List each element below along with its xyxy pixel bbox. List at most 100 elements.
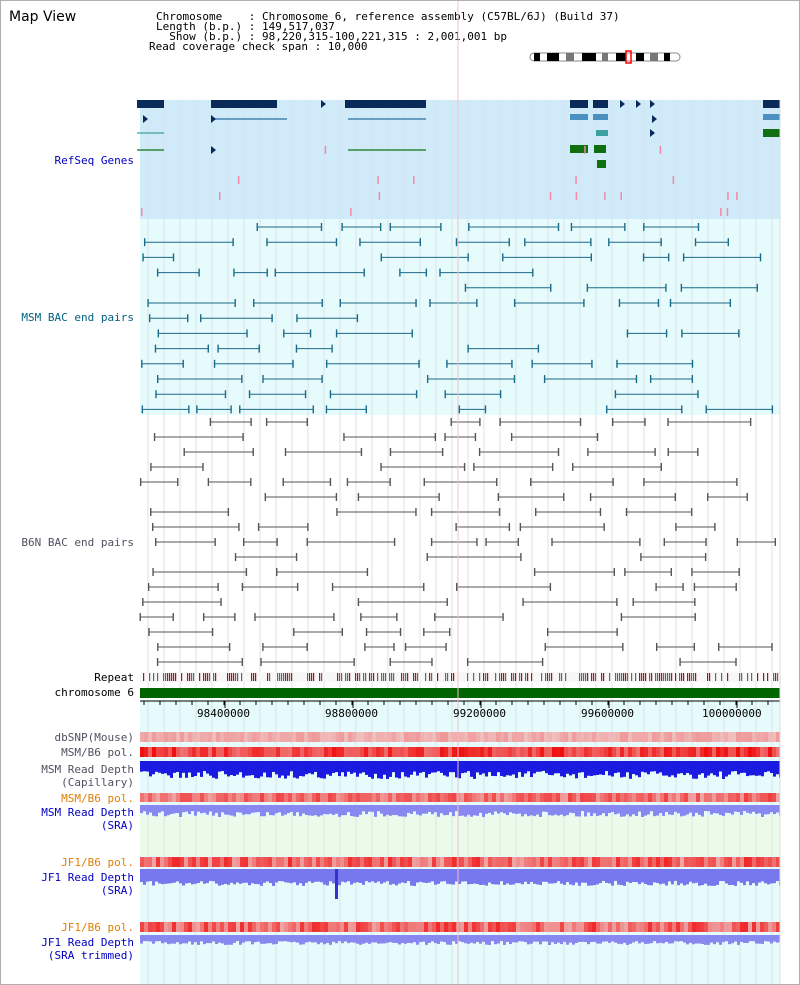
heatmap-cell [472,793,476,802]
heatmap-cell [768,732,772,742]
read-depth-bar [719,869,722,882]
read-depth-bar [728,761,731,775]
heatmap-cell [356,747,360,757]
read-depth-bar [278,935,281,942]
repeat-element [649,673,651,681]
read-depth-bar [380,761,383,779]
heatmap-cell [220,793,224,802]
chromosome-bar [140,688,780,698]
read-depth-bar [623,761,626,777]
heatmap-cell [468,857,472,867]
heatmap-cell [452,793,456,802]
heatmap-cell [628,747,632,757]
read-depth-bar [722,869,725,882]
heatmap-cell [276,793,280,802]
jf1-b6-pol-trimmed-label[interactable]: JF1/B6 pol. [61,921,134,934]
msm-b6-pol-label[interactable]: MSM/B6 pol. [61,746,134,759]
heatmap-cell [452,732,456,742]
read-depth-bar [476,869,479,884]
read-depth-bar [626,761,629,773]
heatmap-cell [740,793,744,802]
read-depth-bar [275,805,278,814]
read-depth-bar [305,869,308,883]
read-depth-bar [254,869,257,885]
read-depth-bar [677,761,680,774]
axis-tick-label: 98800000 [325,707,378,720]
repeat-element [377,673,379,681]
read-depth-bar [770,935,773,944]
heatmap-cell [424,793,428,802]
read-depth-bar [404,761,407,777]
heatmap-cell [184,747,188,757]
b6n-bac-end-pairs-label[interactable]: B6N BAC end pairs [21,536,134,549]
read-depth-bar [680,935,683,942]
read-depth-bar [635,805,638,817]
repeat-element [143,673,145,681]
heatmap-cell [152,793,156,802]
repeat-element [515,673,517,681]
heatmap-cell [144,922,148,932]
heatmap-cell [500,747,504,757]
jf1-b6-pol-label[interactable]: JF1/B6 pol. [61,856,134,869]
msm-read-depth-sra-label-1[interactable]: MSM Read Depth [41,806,134,819]
repeat-element [757,673,759,681]
read-depth-bar [332,805,335,815]
read-depth-bar [704,869,707,884]
heatmap-cell [244,747,248,757]
msm-read-depth-capillary-label-1[interactable]: MSM Read Depth [41,763,134,776]
read-depth-bar [347,935,350,944]
axis-tick-label: 100000000 [702,707,762,720]
read-depth-bar [521,805,524,817]
repeat-element [635,673,637,681]
dbsnp-label[interactable]: dbSNP(Mouse) [54,731,134,744]
read-depth-bar [581,869,584,883]
read-depth-bar [566,869,569,883]
heatmap-cell [480,793,484,802]
repeat-element [521,673,523,681]
heatmap-cell [776,793,780,802]
repeat-element [255,673,257,681]
gene-marker [141,208,143,216]
read-depth-bar [599,805,602,816]
heatmap-cell [640,793,644,802]
repeat-element [403,673,405,681]
heatmap-cell [364,732,368,742]
heatmap-cell [504,732,508,742]
read-depth-bar [743,761,746,773]
read-depth-bar [479,869,482,886]
heatmap-cell [416,793,420,802]
read-depth-bar [596,869,599,885]
jf1-read-depth-sra-label-1[interactable]: JF1 Read Depth [41,871,134,884]
heatmap-cell [704,857,708,867]
heatmap-cell [644,732,648,742]
read-depth-bar [776,869,779,882]
read-depth-bar [464,869,467,882]
heatmap-cell [536,857,540,867]
repeat-element [655,673,657,681]
msm-bac-end-pairs-label[interactable]: MSM BAC end pairs [21,311,134,324]
heatmap-cell [352,747,356,757]
heatmap-cell [756,747,760,757]
read-depth-bar [287,935,290,942]
msm-b6-pol-sra-label[interactable]: MSM/B6 pol. [61,792,134,805]
read-depth-bar [296,805,299,813]
read-depth-bar [638,805,641,812]
read-depth-bar [710,935,713,943]
length-info: Length (b.p.) : 149,517,037 [156,20,335,33]
heatmap-cell [396,793,400,802]
heatmap-cell [172,793,176,802]
heatmap-cell [536,732,540,742]
read-depth-bar [749,935,752,942]
read-depth-bar [467,935,470,944]
read-depth-bar [662,805,665,816]
jf1-read-depth-trimmed-label-1[interactable]: JF1 Read Depth [41,936,134,949]
read-depth-bar [755,935,758,944]
repeat-element [227,673,229,681]
repeat-element [393,673,395,681]
refseq-genes-label[interactable]: RefSeq Genes [54,154,134,167]
repeat-element [429,673,431,681]
read-depth-bar [365,761,368,775]
heatmap-cell [168,922,172,932]
repeat-element [313,673,315,681]
